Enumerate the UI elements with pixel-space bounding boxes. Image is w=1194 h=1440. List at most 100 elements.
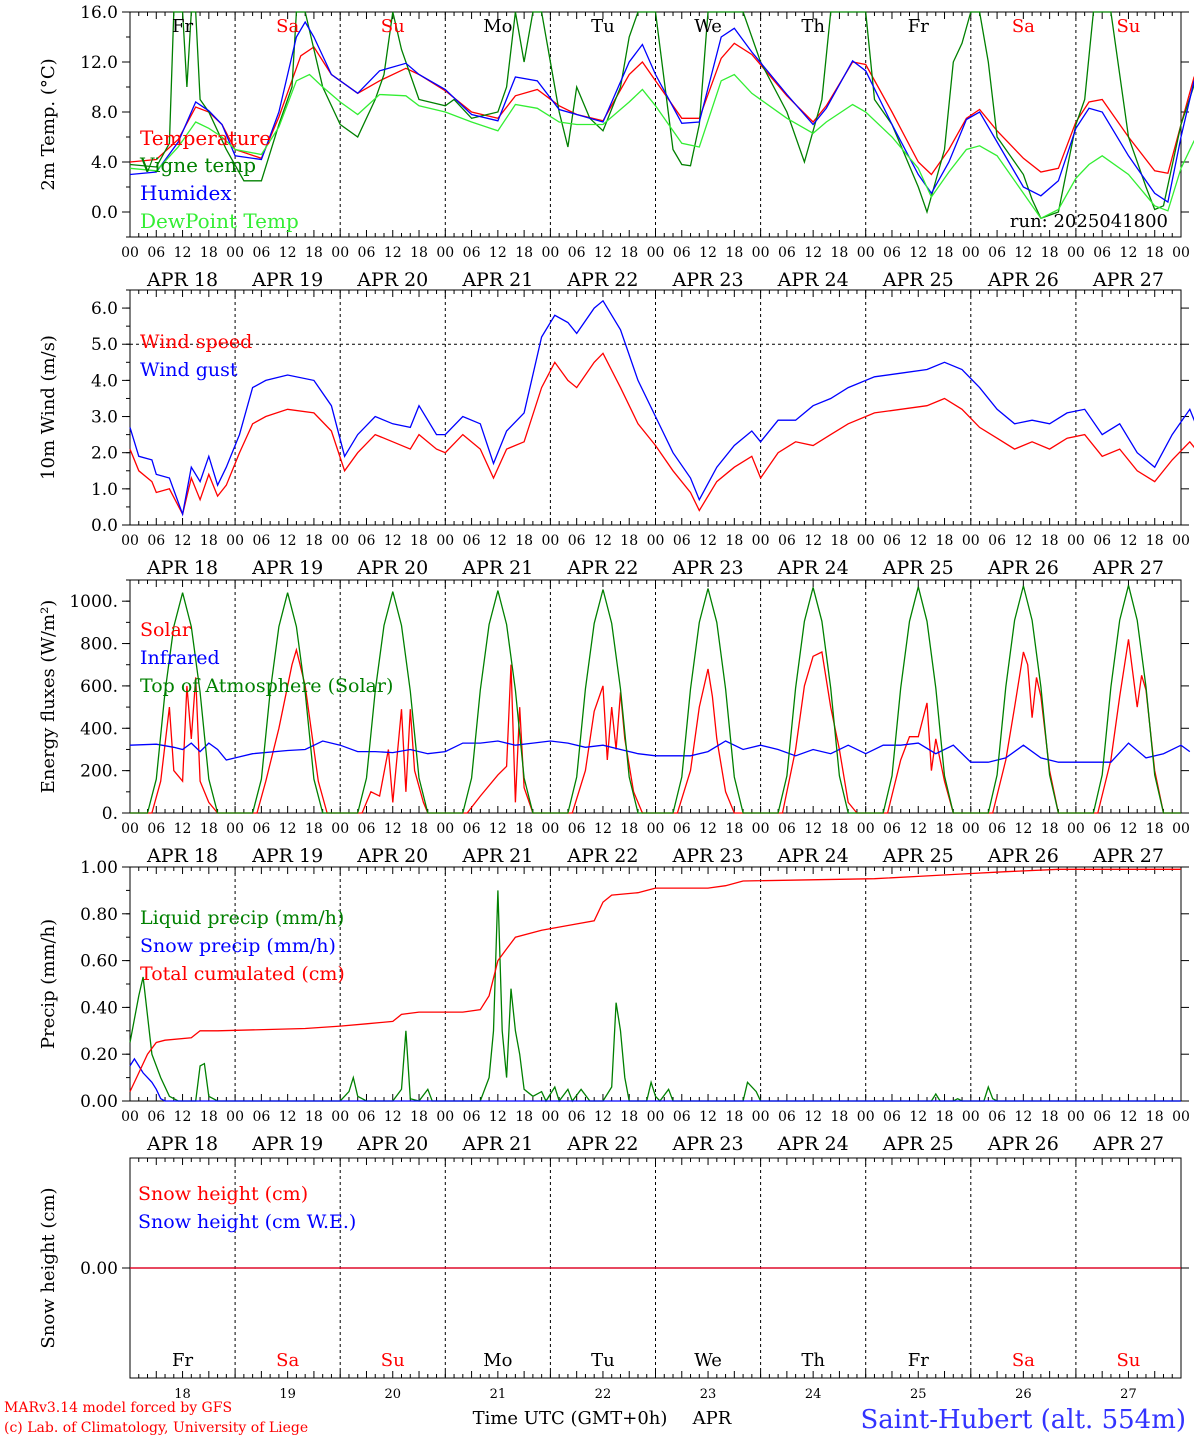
hour-label: 12	[174, 533, 192, 549]
hour-label: 12	[1014, 821, 1032, 837]
date-label: APR 27	[1092, 557, 1164, 579]
weekday-label: Fr	[908, 1350, 929, 1371]
date-label: APR 23	[672, 1133, 744, 1155]
series-dewpoint-temp	[129, 73, 1194, 220]
hour-label: 06	[988, 1109, 1006, 1125]
hour-label: 00	[1067, 245, 1085, 261]
weekday-label: Fr	[172, 1350, 193, 1371]
hour-label: 00	[1172, 533, 1190, 549]
hour-label: 00	[752, 821, 770, 837]
y-tick-label: 0.0	[91, 203, 118, 223]
weekday-label: Th	[801, 1350, 825, 1371]
hour-label: 06	[568, 245, 586, 261]
legend-humidex: Humidex	[140, 181, 232, 205]
hour-label: 00	[752, 533, 770, 549]
y-tick-label: 0.00	[80, 1259, 118, 1279]
hour-label: 06	[1093, 533, 1111, 549]
hour-label: 12	[279, 1109, 297, 1125]
hour-label: 00	[226, 245, 244, 261]
hour-label: 00	[121, 1109, 139, 1125]
hour-label: 00	[1067, 533, 1085, 549]
hour-label: 12	[699, 245, 717, 261]
panel-energy: 0. 200. 400. 600. 800. 1000. Energy fluxes (W/…	[38, 579, 1191, 867]
hour-label: 18	[200, 533, 218, 549]
hour-label: 18	[515, 821, 533, 837]
hour-label: 00	[647, 1109, 665, 1125]
hour-label: 12	[804, 821, 822, 837]
hour-label: 12	[909, 533, 927, 549]
hour-label: 06	[252, 533, 270, 549]
y-tick-label: 0.	[102, 804, 118, 824]
hour-label: 18	[410, 245, 428, 261]
hour-label: 00	[962, 533, 980, 549]
hour-label: 12	[1014, 245, 1032, 261]
hour-label: 12	[1120, 1109, 1138, 1125]
date-label: APR 24	[777, 269, 849, 291]
hour-label: 12	[279, 245, 297, 261]
y-axis-label: 10m Wind (m/s)	[38, 335, 59, 480]
date-label: APR 26	[987, 557, 1059, 579]
y-tick-label: 5.0	[91, 335, 118, 355]
hour-label: 00	[857, 1109, 875, 1125]
station-label: Saint-Hubert (alt. 554m)	[860, 1405, 1186, 1435]
hour-label: 18	[1041, 821, 1059, 837]
hour-label: 18	[200, 1109, 218, 1125]
y-tick-label: 600.	[80, 677, 118, 697]
series-wind-speed	[129, 352, 1194, 517]
legend-liquid-precip-mm-h-: Liquid precip (mm/h)	[140, 907, 344, 929]
weekday-label: Tu	[591, 16, 615, 37]
hour-label: 18	[305, 245, 323, 261]
hour-label: 06	[358, 1109, 376, 1125]
date-label: APR 22	[566, 557, 638, 579]
hour-label: 12	[174, 245, 192, 261]
weekday-label: Tu	[591, 1350, 615, 1371]
hour-label: 12	[1014, 1109, 1032, 1125]
panel-wind: 0.0 1.0 2.0 3.0 4.0 5.0 6.0 10m Wind (m/s) Wind …	[38, 289, 1194, 579]
hour-label: 12	[594, 533, 612, 549]
hour-label: 00	[226, 533, 244, 549]
hour-label: 18	[831, 245, 849, 261]
day-number-label: 23	[700, 1387, 717, 1402]
hour-label: 00	[857, 533, 875, 549]
hour-label: 06	[673, 245, 691, 261]
hour-label: 12	[1014, 533, 1032, 549]
date-label: APR 25	[882, 557, 954, 579]
weekday-label: Su	[1116, 1350, 1140, 1371]
y-tick-label: 8.0	[91, 103, 118, 123]
hour-label: 06	[1093, 821, 1111, 837]
hour-label: 18	[1146, 533, 1164, 549]
hour-label: 12	[699, 1109, 717, 1125]
hour-label: 18	[410, 1109, 428, 1125]
panel-precip: 0.00 0.20 0.40 0.60 0.80 1.00 Precip (mm/h) Liq…	[38, 858, 1190, 1155]
y-tick-label: 4.0	[91, 371, 118, 391]
hour-label: 12	[699, 821, 717, 837]
hour-label: 18	[200, 245, 218, 261]
date-label: APR 20	[356, 557, 428, 579]
hour-label: 06	[778, 533, 796, 549]
hour-label: 00	[647, 245, 665, 261]
hour-label: 00	[647, 821, 665, 837]
weekday-label: Mo	[483, 1350, 512, 1371]
legend-snow-precip-mm-h-: Snow precip (mm/h)	[140, 935, 336, 957]
weekday-label: Mo	[483, 16, 512, 37]
hour-label: 18	[200, 821, 218, 837]
hour-label: 00	[541, 821, 559, 837]
hour-label: 12	[594, 1109, 612, 1125]
hour-label: 12	[699, 533, 717, 549]
hour-label: 18	[305, 1109, 323, 1125]
y-axis-label: Precip (mm/h)	[38, 919, 59, 1049]
hour-label: 18	[410, 821, 428, 837]
date-label: APR 25	[882, 1133, 954, 1155]
hour-label: 12	[489, 245, 507, 261]
day-number-label: 21	[490, 1387, 507, 1402]
hour-label: 18	[1041, 1109, 1059, 1125]
y-tick-label: 1000.	[69, 592, 118, 612]
hour-label: 06	[463, 1109, 481, 1125]
hour-label: 00	[962, 245, 980, 261]
hour-label: 06	[673, 533, 691, 549]
hour-label: 06	[358, 245, 376, 261]
date-label: APR 24	[777, 845, 849, 867]
y-tick-label: 0.00	[80, 1092, 118, 1112]
hour-label: 00	[226, 1109, 244, 1125]
hour-label: 18	[410, 533, 428, 549]
